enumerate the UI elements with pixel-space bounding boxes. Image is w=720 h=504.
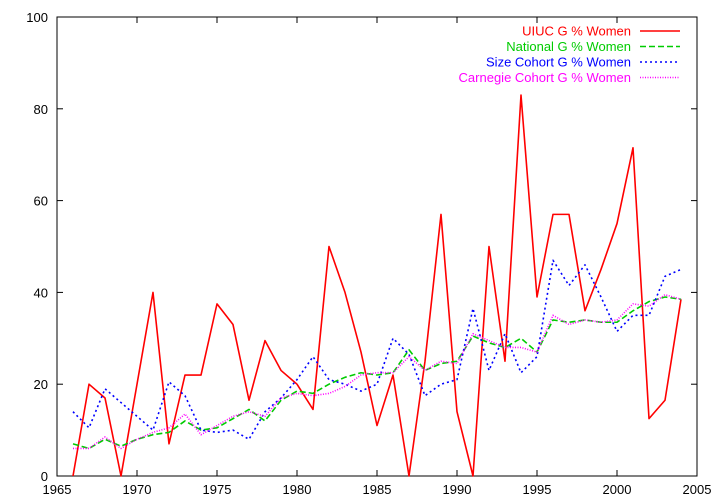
y-tick-label: 0: [41, 469, 48, 484]
series-line-0: [72, 94, 682, 477]
y-tick-label: 80: [34, 102, 48, 117]
series-line-1: [72, 296, 682, 450]
x-tick-label: 1975: [203, 482, 232, 497]
x-tick-label: 1980: [283, 482, 312, 497]
x-axis: 1965 1970 1975 1980 1985 1990 1995 2000 2005: [43, 17, 712, 497]
plot-area: [56, 16, 698, 477]
y-tick-label: 40: [34, 285, 48, 300]
series-line-2: [72, 259, 682, 441]
x-tick-label: 2005: [683, 482, 712, 497]
x-tick-label: 1985: [363, 482, 392, 497]
legend-label-3: Carnegie Cohort G % Women: [459, 70, 631, 85]
x-tick-label: 1995: [523, 482, 552, 497]
x-tick-label: 1990: [443, 482, 472, 497]
x-tick-label: 1970: [123, 482, 152, 497]
y-tick-label: 60: [34, 194, 48, 209]
x-tick-label: 1965: [43, 482, 72, 497]
y-axis: 0 20 40 60 80 100: [26, 10, 697, 484]
y-tick-label: 20: [34, 377, 48, 392]
legend-label-2: Size Cohort G % Women: [486, 55, 631, 70]
legend-label-0: UIUC G % Women: [522, 24, 631, 39]
series-lines: [72, 94, 682, 477]
x-tick-label: 2000: [603, 482, 632, 497]
plot-frame: [56, 16, 698, 477]
y-tick-label: 100: [26, 10, 48, 25]
legend-label-1: National G % Women: [506, 39, 631, 54]
